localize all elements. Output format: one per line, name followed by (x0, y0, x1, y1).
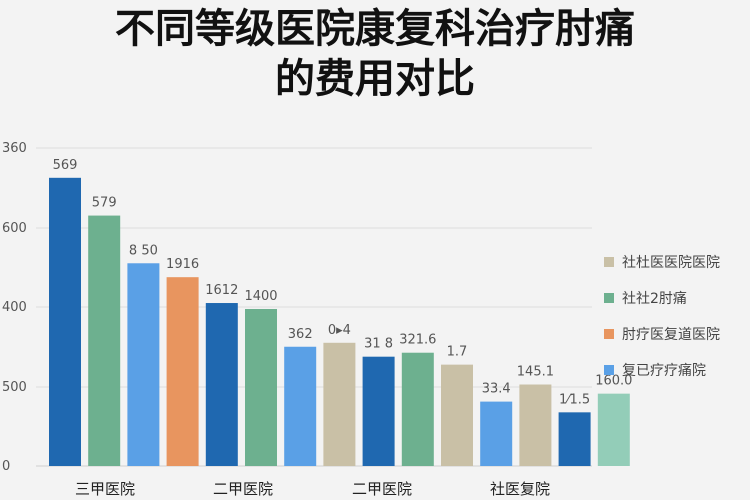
bar (558, 412, 591, 466)
bar (597, 393, 630, 466)
bar-data-label: 0▸4 (328, 323, 351, 338)
bar (480, 401, 513, 466)
legend-label: 复已疗疗痛院 (622, 362, 706, 379)
legend-swatch (604, 257, 614, 267)
x-category-label: 三甲医院 (75, 480, 135, 498)
bar (88, 215, 121, 466)
chart-title-line-2: 的费用对比 (275, 56, 475, 102)
bar (245, 308, 277, 466)
bar-data-label: 8 50 (129, 243, 158, 258)
chart-title: 不同等级医院康复科治疗肘痛 的费用对比 (0, 4, 750, 104)
y-tick-label: 500 (2, 380, 27, 395)
legend-swatch (604, 293, 614, 303)
bar-data-label: 362 (288, 327, 313, 342)
x-axis-category-labels: 三甲医院 二甲医院 二甲医院 社医复院 (75, 480, 550, 498)
bar-data-label: 579 (92, 196, 117, 211)
x-category-label: 社医复院 (490, 480, 550, 498)
bar (205, 303, 238, 466)
bar-data-label: 160.0 (595, 374, 632, 389)
bar-data-label: 31 8 (364, 337, 393, 352)
bar (362, 356, 395, 466)
y-tick-label: 400 (2, 300, 27, 315)
bar (166, 277, 199, 466)
y-tick-label: 0 (2, 459, 10, 474)
y-axis-tick-labels: 0 500 400 600 360 (2, 141, 27, 474)
legend-swatch (604, 329, 614, 339)
x-category-label: 二甲医院 (213, 480, 273, 498)
legend-label: 社社2肘痛 (622, 290, 687, 307)
bar-data-label: 1612 (205, 283, 238, 298)
bar (127, 263, 160, 466)
y-tick-label: 600 (2, 221, 27, 236)
bar (284, 346, 317, 466)
bar (49, 177, 81, 466)
bar-data-label: 1400 (244, 289, 277, 304)
bar (323, 342, 356, 466)
bar-data-label: 321.6 (399, 333, 436, 348)
legend-label: 肘疗医复道医院 (622, 326, 720, 343)
bar (519, 384, 552, 466)
bar-data-label: 33.4 (482, 382, 511, 397)
chart-title-line-1: 不同等级医院康复科治疗肘痛 (115, 6, 635, 52)
bar-data-label: 145.1 (517, 365, 554, 380)
bar-data-label: 1.7 (447, 345, 468, 360)
bar (401, 352, 434, 466)
bars (49, 177, 630, 466)
legend-label: 社杜医医院医院 (622, 255, 720, 271)
bar (441, 364, 473, 466)
legend-swatch (604, 365, 614, 375)
y-tick-label: 360 (2, 141, 27, 156)
bar-data-label: 1⁄1.5 (559, 392, 590, 407)
bar-data-label: 1916 (166, 257, 199, 272)
bar-data-label: 569 (53, 158, 78, 173)
data-labels: 569 579 8 50 1916 1612 1400 362 0▸4 31 8 321.6 1.7… (53, 158, 633, 408)
x-category-label: 二甲医院 (352, 480, 412, 498)
